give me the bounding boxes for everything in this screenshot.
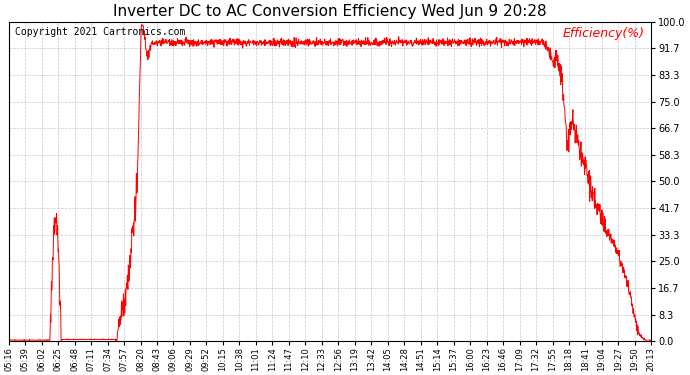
Text: Copyright 2021 Cartronics.com: Copyright 2021 Cartronics.com	[15, 27, 186, 36]
Title: Inverter DC to AC Conversion Efficiency Wed Jun 9 20:28: Inverter DC to AC Conversion Efficiency …	[113, 4, 547, 19]
Text: Efficiency(%): Efficiency(%)	[563, 27, 645, 39]
